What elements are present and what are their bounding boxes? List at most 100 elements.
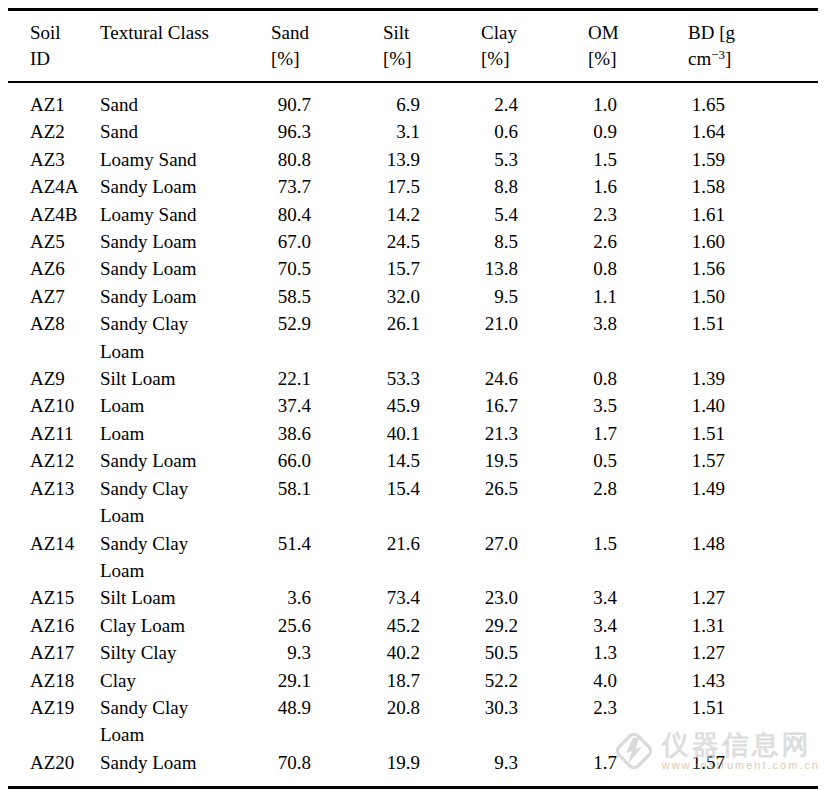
cell-om: 3.5 [588, 392, 688, 419]
cell-sand: 9.3 [271, 639, 383, 666]
cell-bd: 1.48 [688, 530, 818, 585]
cell-silt: 21.6 [383, 530, 481, 585]
header-silt-line2: [%] [383, 46, 481, 72]
cell-bd: 1.61 [688, 201, 818, 228]
sand-value: 70.8 [271, 749, 311, 776]
cell-clay: 5.4 [481, 201, 588, 228]
cell-textural-class: Loam [100, 392, 271, 419]
om-value: 0.8 [588, 255, 617, 282]
om-value: 3.4 [588, 584, 617, 611]
soil-id-value: AZ16 [30, 615, 74, 636]
table-row: AZ9 Silt Loam 22.1 53.3 24.6 0.8 1.39 [8, 365, 818, 392]
table-row: AZ4A Sandy Loam 73.7 17.5 8.8 1.6 1.58 [8, 173, 818, 200]
bd-value: 1.39 [688, 365, 725, 392]
soil-id-value: AZ15 [30, 587, 74, 608]
table-row: AZ20 Sandy Loam 70.8 19.9 9.3 1.7 1.57 [8, 749, 818, 788]
clay-value: 26.5 [481, 475, 518, 502]
header-sand-line1: Sand [271, 20, 383, 46]
cell-sand: 80.4 [271, 201, 383, 228]
silt-value: 40.1 [383, 420, 420, 447]
cell-soil-id: AZ17 [8, 639, 100, 666]
cell-bd: 1.64 [688, 118, 818, 145]
bd-value: 1.40 [688, 392, 725, 419]
cell-silt: 40.2 [383, 639, 481, 666]
cell-clay: 50.5 [481, 639, 588, 666]
cell-textural-class: Sandy Loam [100, 283, 271, 310]
cell-om: 0.9 [588, 118, 688, 145]
textural-class-value: Sandy Clay Loam [100, 475, 232, 530]
soil-properties-table-wrap: Soil ID Textural Class Sand [%] Silt [%]… [8, 8, 818, 789]
clay-value: 52.2 [481, 667, 518, 694]
cell-sand: 22.1 [271, 365, 383, 392]
om-value: 1.5 [588, 530, 617, 557]
cell-silt: 19.9 [383, 749, 481, 788]
cell-silt: 18.7 [383, 667, 481, 694]
sand-value: 73.7 [271, 173, 311, 200]
sand-value: 22.1 [271, 365, 311, 392]
bd-value: 1.61 [688, 201, 725, 228]
bd-value: 1.27 [688, 639, 725, 666]
cell-om: 2.6 [588, 228, 688, 255]
cell-bd: 1.58 [688, 173, 818, 200]
sand-value: 58.5 [271, 283, 311, 310]
cell-bd: 1.57 [688, 447, 818, 474]
cell-clay: 13.8 [481, 255, 588, 282]
header-bd-unit-base: cm [688, 48, 711, 69]
bd-value: 1.57 [688, 749, 725, 776]
bd-value: 1.56 [688, 255, 725, 282]
cell-clay: 9.5 [481, 283, 588, 310]
header-om: OM [%] [588, 10, 688, 83]
silt-value: 53.3 [383, 365, 420, 392]
cell-textural-class: Sandy Loam [100, 228, 271, 255]
textural-class-value: Clay Loam [100, 612, 185, 639]
soil-id-value: AZ9 [30, 368, 65, 389]
soil-id-value: AZ5 [30, 231, 65, 252]
bd-value: 1.57 [688, 447, 725, 474]
sand-value: 67.0 [271, 228, 311, 255]
cell-om: 3.4 [588, 584, 688, 611]
silt-value: 21.6 [383, 530, 420, 557]
clay-value: 19.5 [481, 447, 518, 474]
om-value: 1.7 [588, 749, 617, 776]
silt-value: 19.9 [383, 749, 420, 776]
clay-value: 21.0 [481, 310, 518, 337]
silt-value: 13.9 [383, 146, 420, 173]
header-soil-id: Soil ID [8, 10, 100, 83]
textural-class-value: Sandy Loam [100, 447, 197, 474]
clay-value: 50.5 [481, 639, 518, 666]
cell-bd: 1.27 [688, 584, 818, 611]
header-bd-unit-end: ] [725, 48, 731, 69]
silt-value: 15.4 [383, 475, 420, 502]
cell-textural-class: Loamy Sand [100, 201, 271, 228]
table-row: AZ5 Sandy Loam 67.0 24.5 8.5 2.6 1.60 [8, 228, 818, 255]
cell-om: 2.8 [588, 475, 688, 530]
bd-value: 1.58 [688, 173, 725, 200]
soil-id-value: AZ4B [30, 204, 78, 225]
cell-sand: 66.0 [271, 447, 383, 474]
cell-soil-id: AZ3 [8, 146, 100, 173]
textural-class-value: Silt Loam [100, 584, 175, 611]
soil-id-value: AZ7 [30, 286, 65, 307]
header-clay-line2: [%] [481, 46, 588, 72]
om-value: 1.3 [588, 639, 617, 666]
textural-class-value: Sandy Loam [100, 255, 197, 282]
clay-value: 23.0 [481, 584, 518, 611]
cell-sand: 29.1 [271, 667, 383, 694]
cell-bd: 1.43 [688, 667, 818, 694]
clay-value: 8.5 [481, 228, 518, 255]
header-soil-line2: ID [30, 46, 100, 72]
cell-silt: 3.1 [383, 118, 481, 145]
header-clay: Clay [%] [481, 10, 588, 83]
soil-id-value: AZ11 [30, 423, 74, 444]
cell-om: 3.8 [588, 310, 688, 365]
cell-sand: 25.6 [271, 612, 383, 639]
table-row: AZ11 Loam 38.6 40.1 21.3 1.7 1.51 [8, 420, 818, 447]
cell-sand: 96.3 [271, 118, 383, 145]
cell-soil-id: AZ8 [8, 310, 100, 365]
cell-om: 1.6 [588, 173, 688, 200]
cell-clay: 52.2 [481, 667, 588, 694]
table-row: AZ8 Sandy Clay Loam 52.9 26.1 21.0 3.8 1… [8, 310, 818, 365]
cell-silt: 14.5 [383, 447, 481, 474]
cell-bd: 1.60 [688, 228, 818, 255]
cell-soil-id: AZ15 [8, 584, 100, 611]
